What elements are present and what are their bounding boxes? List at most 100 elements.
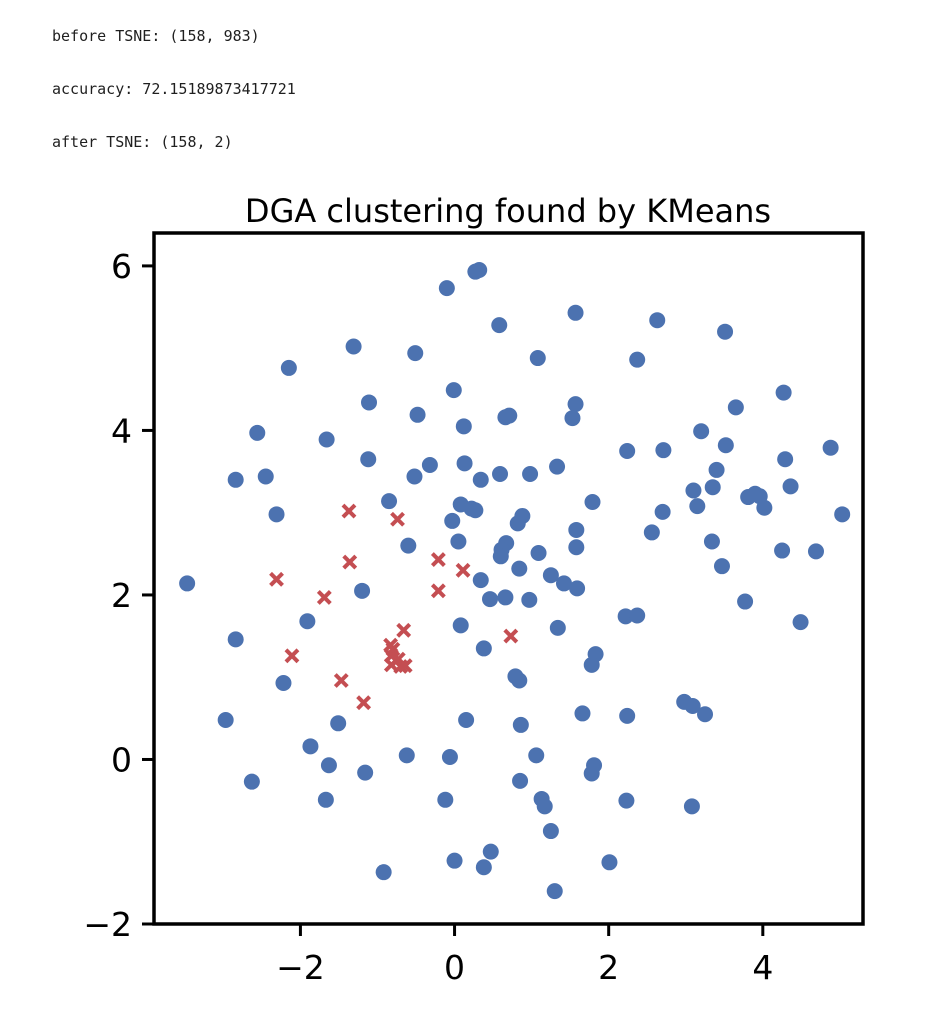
data-point-circle xyxy=(756,499,773,516)
y-tick-label: 6 xyxy=(111,247,132,286)
data-point-circle xyxy=(456,455,473,472)
data-point-circle xyxy=(509,515,526,532)
chart-title: DGA clustering found by KMeans xyxy=(245,192,771,230)
data-point-circle xyxy=(601,854,618,871)
data-point-circle xyxy=(497,589,514,606)
data-point-x-marker xyxy=(390,511,405,527)
data-point-circle xyxy=(217,711,234,728)
data-point-x-marker xyxy=(316,590,332,605)
data-point-circle xyxy=(619,707,636,724)
data-point-circle xyxy=(243,773,260,790)
data-point-x-marker xyxy=(341,503,357,519)
data-point-circle xyxy=(501,407,518,424)
data-point-circle xyxy=(375,864,392,881)
data-point-circle xyxy=(684,698,701,715)
data-point-circle xyxy=(472,471,489,488)
data-point-circle xyxy=(703,533,720,550)
data-point-circle xyxy=(455,418,472,435)
data-point-circle xyxy=(446,852,463,869)
data-point-circle xyxy=(249,424,266,441)
data-point-circle xyxy=(704,479,721,496)
x-tick-label: −2 xyxy=(276,948,325,987)
output-line-shape: before TSNE: (158, 983) xyxy=(52,27,260,45)
data-point-x-marker xyxy=(333,673,349,688)
data-point-circle xyxy=(227,631,244,648)
data-point-circle xyxy=(807,543,824,560)
data-point-circle xyxy=(511,672,528,689)
data-point-x-marker xyxy=(284,648,300,664)
data-point-x-marker xyxy=(393,659,409,674)
data-point-circle xyxy=(775,384,792,401)
data-point-circle xyxy=(567,304,584,321)
data-point-circle xyxy=(302,738,319,755)
data-point-circle xyxy=(437,791,454,808)
data-point-x-marker xyxy=(430,552,446,567)
data-point-circle xyxy=(619,442,636,459)
output-line-accuracy: accuracy: 72.15189873417721 xyxy=(52,80,296,98)
data-point-circle xyxy=(643,524,660,541)
data-point-circle xyxy=(529,350,546,367)
data-point-circle xyxy=(683,798,700,815)
data-point-circle xyxy=(693,423,710,440)
data-point-circle xyxy=(564,410,581,427)
data-point-circle xyxy=(618,792,635,809)
data-point-circle xyxy=(569,580,586,597)
data-point-x-marker xyxy=(269,571,284,587)
data-point-circle xyxy=(521,591,538,608)
data-point-circle xyxy=(275,674,292,691)
data-point-circle xyxy=(407,345,424,362)
data-point-circle xyxy=(512,716,529,733)
y-tick-label: 2 xyxy=(111,576,132,615)
data-point-circle xyxy=(450,533,467,550)
data-point-x-marker xyxy=(356,695,372,711)
data-point-circle xyxy=(268,506,285,523)
data-point-circle xyxy=(542,567,559,584)
data-point-circle xyxy=(357,764,374,781)
data-point-circle xyxy=(257,468,274,485)
data-point-circle xyxy=(568,521,585,538)
data-point-x-marker xyxy=(430,583,446,599)
data-point-circle xyxy=(467,502,484,519)
data-point-circle xyxy=(409,406,426,423)
data-point-circle xyxy=(583,765,600,782)
data-point-circle xyxy=(472,572,489,589)
scatter-marks xyxy=(179,262,851,900)
data-point-circle xyxy=(530,544,547,561)
data-point-circle xyxy=(482,591,499,608)
data-point-circle xyxy=(492,548,509,565)
data-point-circle xyxy=(782,478,799,495)
data-point-circle xyxy=(522,466,539,483)
data-point-circle xyxy=(400,537,417,554)
data-point-circle xyxy=(740,489,757,506)
data-point-circle xyxy=(584,493,601,510)
data-point-circle xyxy=(317,791,334,808)
data-point-circle xyxy=(445,382,462,399)
data-point-circle xyxy=(792,614,809,631)
data-point-circle xyxy=(318,431,335,448)
data-point-x-marker xyxy=(455,562,471,578)
data-point-circle xyxy=(717,437,734,454)
data-point-circle xyxy=(438,280,455,297)
data-point-circle xyxy=(777,451,794,468)
data-point-circle xyxy=(398,747,415,764)
data-point-x-marker xyxy=(396,622,412,638)
data-point-circle xyxy=(458,711,475,728)
x-tick-label: 0 xyxy=(444,948,465,987)
data-point-circle xyxy=(834,506,851,523)
data-point-circle xyxy=(713,558,730,575)
data-point-x-marker xyxy=(503,628,519,644)
data-point-circle xyxy=(654,503,671,520)
data-point-circle xyxy=(360,451,377,468)
axes: −2 0 2 4 −2 0 2 4 6 xyxy=(83,247,773,987)
data-point-circle xyxy=(492,466,509,483)
data-point-circle xyxy=(549,619,566,636)
y-tick-label: 0 xyxy=(111,740,132,779)
data-point-circle xyxy=(568,539,585,556)
data-point-circle xyxy=(689,498,706,515)
data-point-circle xyxy=(697,706,714,723)
data-point-circle xyxy=(280,359,297,376)
data-point-circle xyxy=(536,798,553,815)
data-point-circle xyxy=(555,575,572,592)
data-point-circle xyxy=(406,468,423,485)
x-tick-label: 2 xyxy=(598,948,619,987)
